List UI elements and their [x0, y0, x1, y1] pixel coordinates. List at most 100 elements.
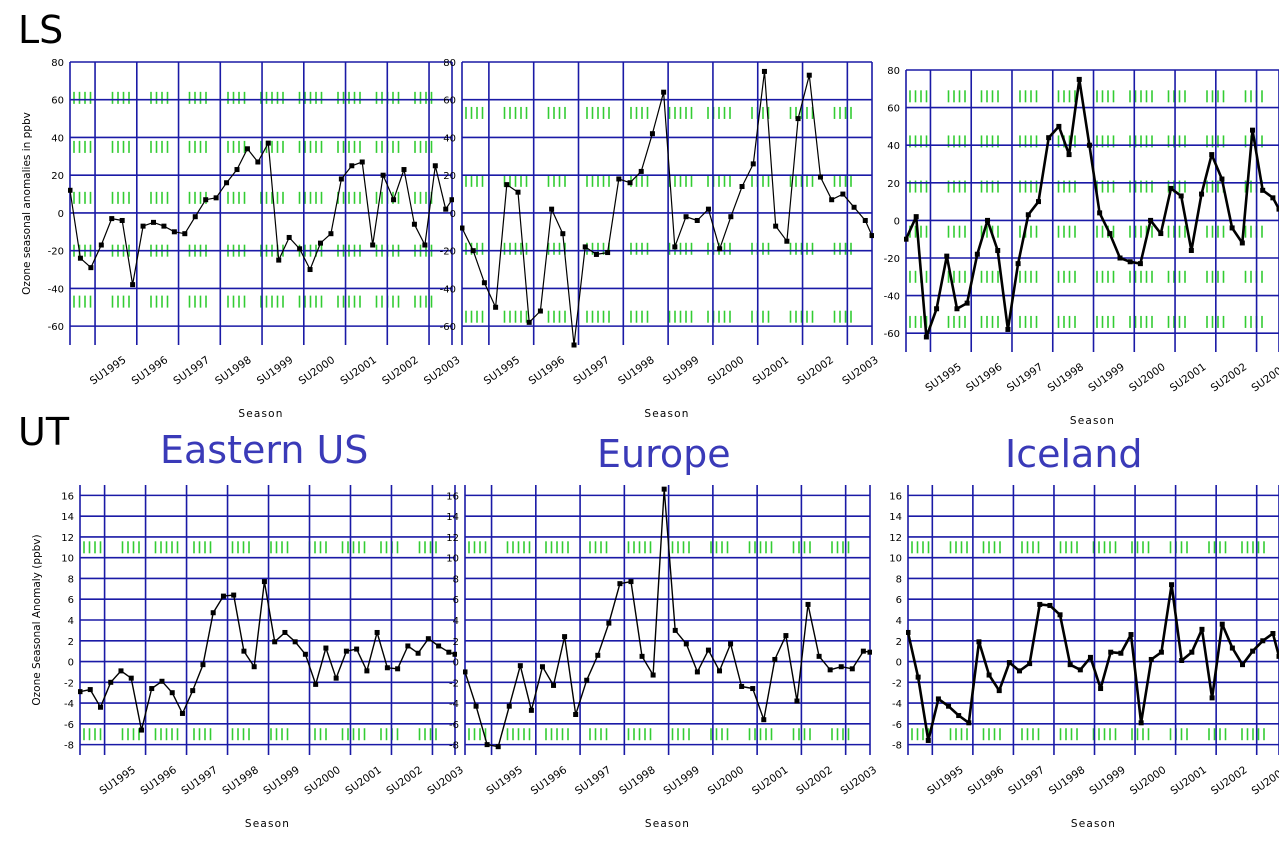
y-tick-label: 6	[453, 595, 459, 606]
data-point	[150, 219, 156, 225]
data-point	[504, 182, 510, 188]
x-tick-label: SU2002	[1209, 764, 1250, 797]
y-tick-label: 80	[887, 66, 900, 77]
y-tick-label: 2	[453, 637, 459, 648]
y-tick-label: -6	[449, 720, 459, 731]
y-tick-label: 80	[443, 58, 456, 69]
x-tick-label: SU1997	[179, 764, 220, 797]
x-axis-label: Season	[245, 818, 290, 830]
data-point	[974, 251, 980, 257]
data-point	[313, 681, 319, 687]
data-point	[1017, 668, 1023, 674]
data-point	[179, 710, 185, 716]
data-point	[562, 634, 568, 640]
data-point	[286, 234, 292, 240]
data-point	[370, 242, 376, 248]
x-tick-label: SU2001	[750, 764, 791, 797]
y-tick-label: 0	[68, 658, 74, 669]
data-point	[130, 282, 136, 288]
data-point	[1148, 217, 1154, 223]
data-point	[169, 690, 175, 696]
y-tick-label: 0	[896, 658, 902, 669]
y-tick-label: -20	[884, 254, 900, 265]
data-point	[1015, 261, 1021, 267]
data-point	[1097, 210, 1103, 216]
x-tick-label: SU1998	[220, 764, 261, 797]
data-point	[627, 180, 633, 186]
data-point	[605, 250, 611, 256]
data-point	[817, 174, 823, 180]
data-point	[1199, 191, 1205, 197]
data-point	[639, 653, 645, 659]
data-point	[526, 319, 532, 325]
data-point	[282, 629, 288, 635]
data-point	[1209, 695, 1215, 701]
y-tick-label: 14	[61, 512, 74, 523]
series-line	[461, 70, 873, 346]
data-point	[934, 306, 940, 312]
data-point	[292, 639, 298, 645]
data-point	[506, 703, 512, 709]
data-point	[862, 217, 868, 223]
data-point	[1046, 135, 1052, 141]
y-tick-label: 2	[896, 637, 902, 648]
data-point	[1057, 612, 1063, 618]
data-point	[728, 214, 734, 220]
data-point	[1250, 648, 1256, 654]
data-point	[1209, 152, 1215, 158]
y-tick-label: -8	[892, 741, 902, 752]
data-point	[98, 242, 104, 248]
x-tick-label: SU1995	[925, 764, 966, 797]
x-tick-label: SU2003	[840, 354, 881, 387]
data-point	[1086, 142, 1092, 148]
data-point	[1199, 626, 1205, 632]
data-point	[966, 720, 972, 726]
data-point	[906, 629, 911, 635]
data-point	[68, 187, 73, 193]
data-point	[761, 68, 767, 74]
data-point	[307, 267, 313, 273]
data-point	[915, 674, 921, 680]
data-point	[213, 195, 219, 201]
row-label-ut: UT	[18, 410, 70, 454]
data-point	[364, 668, 370, 674]
data-point	[606, 620, 612, 626]
data-point	[411, 221, 417, 227]
data-point	[484, 742, 490, 748]
y-tick-label: -4	[892, 699, 902, 710]
data-point	[784, 238, 790, 244]
data-point	[384, 665, 390, 671]
data-point	[683, 214, 689, 220]
data-point	[1260, 638, 1266, 644]
data-point	[539, 664, 545, 670]
data-point	[481, 280, 487, 286]
x-tick-label: SU2000	[297, 354, 338, 387]
x-tick-label: SU2000	[706, 764, 747, 797]
data-point	[470, 248, 476, 254]
data-point	[182, 231, 188, 237]
data-point	[584, 677, 590, 683]
data-point	[761, 717, 767, 723]
data-point	[244, 146, 250, 152]
data-point	[1047, 602, 1053, 608]
y-tick-label: -8	[449, 741, 459, 752]
y-tick-label: 6	[68, 595, 74, 606]
x-tick-label: SU1996	[529, 764, 570, 798]
data-point	[1229, 645, 1235, 651]
x-tick-label: SU2001	[751, 354, 792, 387]
y-tick-label: -40	[440, 284, 456, 295]
data-point	[161, 223, 167, 229]
data-point	[328, 231, 334, 237]
y-tick-label: 0	[58, 209, 64, 220]
y-tick-label: -4	[449, 699, 459, 710]
data-point	[265, 140, 271, 146]
data-point	[964, 300, 970, 306]
data-point	[593, 251, 599, 257]
y-tick-label: 14	[446, 512, 459, 523]
x-tick-label: SU1996	[964, 361, 1005, 395]
data-point	[432, 163, 438, 169]
y-tick-label: -40	[884, 292, 900, 303]
data-point	[241, 648, 247, 654]
y-axis-label: Ozone Seasonal Anomaly (ppbv)	[31, 534, 43, 705]
